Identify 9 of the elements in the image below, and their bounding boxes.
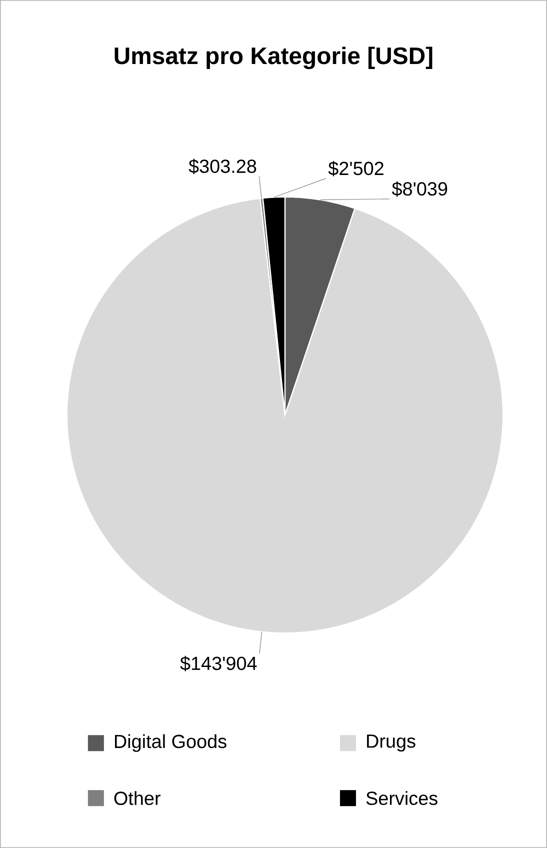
data-label: $303.28 — [188, 158, 256, 174]
data-label: $8'039 — [392, 181, 448, 197]
legend-label: Services — [366, 791, 438, 806]
legend-label: Other — [114, 791, 161, 806]
legend-label: Drugs — [367, 734, 416, 752]
data-label: $143'904 — [180, 656, 257, 672]
chart-title: Umsatz pro Kategorie [USD] — [114, 46, 432, 70]
legend-label: Digital Goods — [115, 734, 226, 752]
data-label: $2'502 — [328, 160, 384, 176]
